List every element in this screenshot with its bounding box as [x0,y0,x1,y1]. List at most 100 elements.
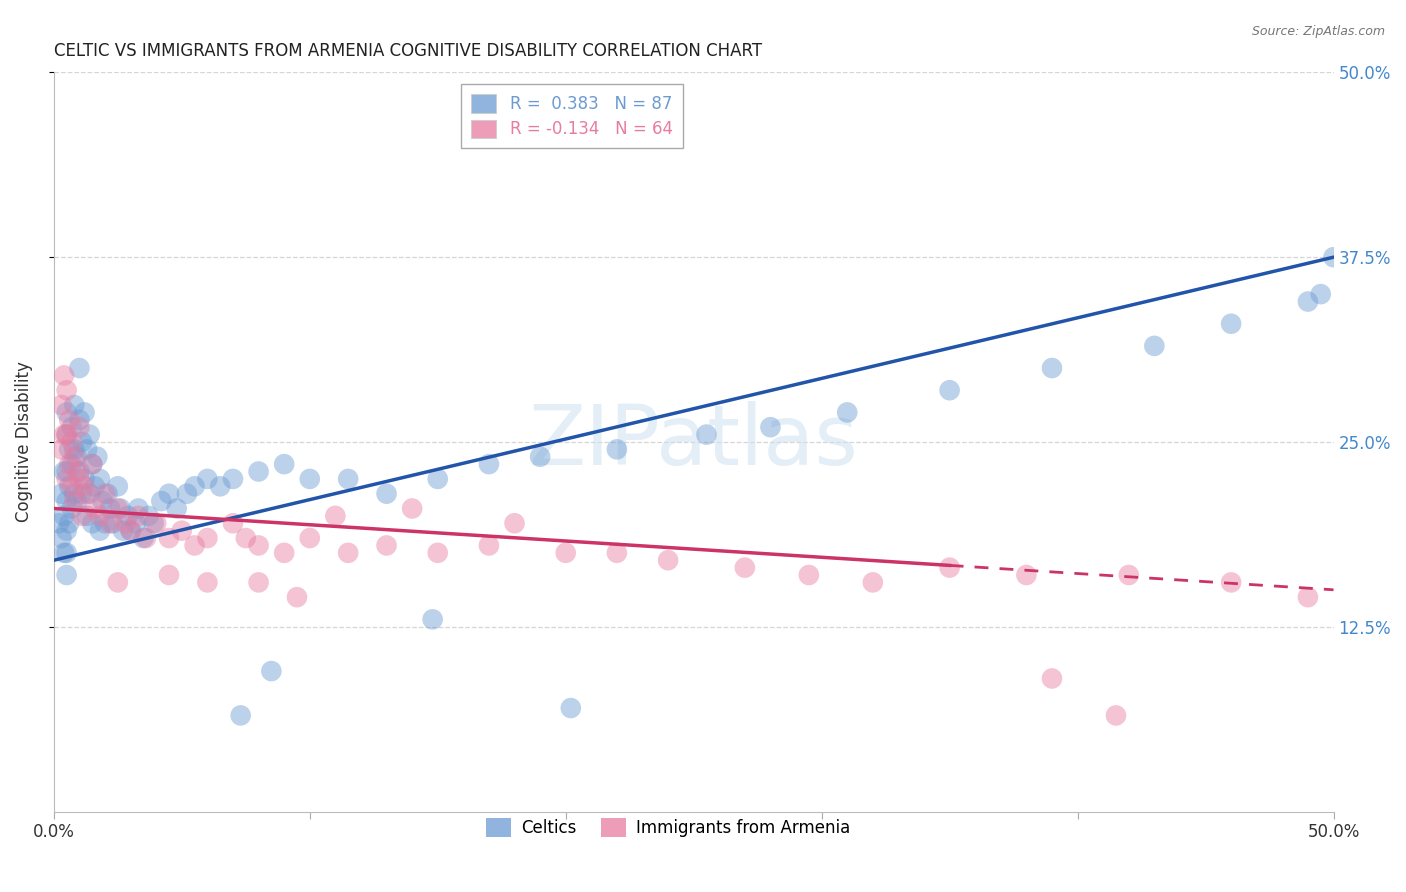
Point [554,546,576,560]
Point [58,479,80,493]
Point [1220,317,1243,331]
Point [55,427,77,442]
Point [98,501,121,516]
Point [97,486,120,500]
Point [67,420,90,434]
Point [285,590,308,604]
Point [197,472,219,486]
Text: ZIPatlas: ZIPatlas [529,401,859,483]
Point [298,531,321,545]
Point [63,494,86,508]
Point [82,457,104,471]
Point [1322,250,1344,264]
Point [1105,708,1128,723]
Point [91,494,114,508]
Point [298,472,321,486]
Point [83,479,105,493]
Point [138,508,160,523]
Point [1143,339,1166,353]
Point [79,427,101,442]
Point [55,546,77,560]
Point [657,553,679,567]
Point [247,575,270,590]
Point [478,457,501,471]
Point [89,472,111,486]
Point [60,501,83,516]
Point [63,486,86,500]
Point [222,516,245,531]
Point [53,427,76,442]
Point [53,546,76,560]
Point [157,531,180,545]
Point [76,442,98,457]
Point [67,472,90,486]
Point [66,494,89,508]
Point [73,479,96,493]
Point [101,516,124,531]
Point [247,538,270,552]
Point [63,450,86,464]
Point [60,420,83,434]
Point [120,524,142,538]
Point [55,383,77,397]
Point [67,361,90,376]
Point [426,546,449,560]
Point [1220,575,1243,590]
Point [235,531,257,545]
Point [82,516,104,531]
Point [94,486,117,500]
Point [55,465,77,479]
Point [53,465,76,479]
Point [67,413,90,427]
Point [107,479,129,493]
Point [176,486,198,500]
Point [337,472,360,486]
Point [60,434,83,449]
Point [759,420,782,434]
Point [51,531,73,545]
Point [325,508,347,523]
Point [166,501,188,516]
Point [938,560,960,574]
Point [837,405,859,419]
Point [797,568,820,582]
Point [89,524,111,538]
Point [83,501,105,516]
Point [1040,672,1063,686]
Point [76,508,98,523]
Point [55,405,77,419]
Point [150,494,173,508]
Point [1040,361,1063,376]
Point [70,486,93,500]
Point [183,538,205,552]
Point [48,516,70,531]
Point [142,516,165,531]
Point [401,501,423,516]
Point [222,472,245,486]
Point [135,531,157,545]
Point [197,575,219,590]
Y-axis label: Cognitive Disability: Cognitive Disability [15,361,32,523]
Point [117,508,139,523]
Point [1296,590,1319,604]
Point [606,546,628,560]
Point [63,398,86,412]
Point [606,442,628,457]
Point [503,516,526,531]
Point [229,708,252,723]
Point [55,472,77,486]
Point [51,486,73,500]
Point [63,442,86,457]
Point [60,479,83,493]
Point [76,486,98,500]
Point [337,546,360,560]
Point [1118,568,1140,582]
Point [114,516,136,531]
Point [478,538,501,552]
Point [125,516,148,531]
Point [53,508,76,523]
Point [51,398,73,412]
Point [82,457,104,471]
Point [426,472,449,486]
Point [60,457,83,471]
